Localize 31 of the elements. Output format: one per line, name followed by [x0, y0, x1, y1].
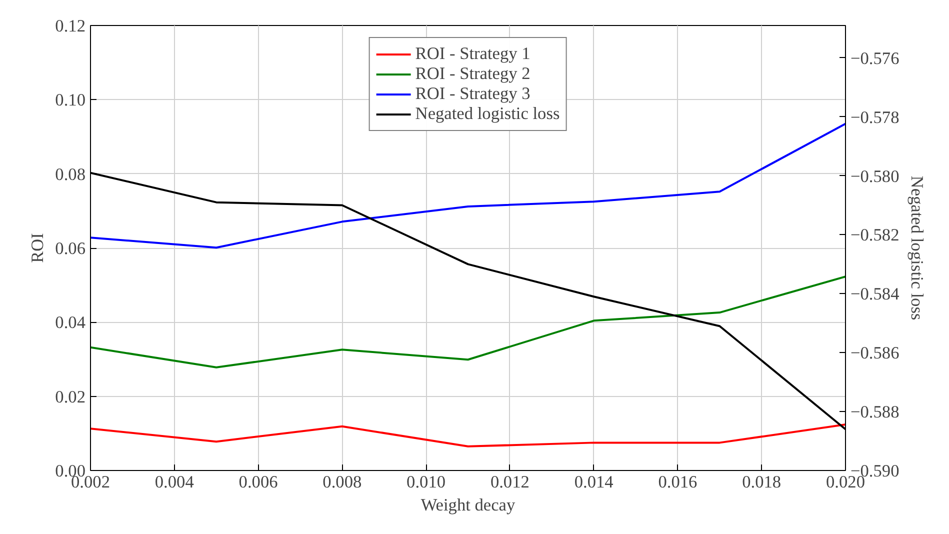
legend-label: Negated logistic loss — [415, 104, 560, 124]
y2-axis-title: Negated logistic loss — [907, 176, 926, 320]
x-tick-label: 0.004 — [154, 472, 194, 492]
y-tick-label: 0.08 — [55, 164, 86, 184]
line-series — [90, 276, 846, 368]
y2-tick-label: −0.576 — [850, 48, 900, 68]
y2-tick-label: −0.586 — [850, 344, 900, 363]
x-tick-label: 0.016 — [658, 472, 698, 492]
y-tick-label: 0.12 — [55, 16, 86, 36]
line-series — [90, 424, 846, 448]
x-tick-label: 0.018 — [742, 472, 782, 492]
legend-label: ROI - Strategy 2 — [415, 64, 530, 84]
x-axis-title: Weight decay — [420, 496, 516, 514]
x-tick-label: 0.012 — [490, 472, 530, 492]
y2-tick-label: −0.582 — [850, 226, 900, 245]
x-tick-label: 0.006 — [238, 472, 278, 492]
y-tick-label: 0.02 — [55, 387, 86, 406]
y-tick-label: 0.04 — [55, 313, 86, 332]
y2-tick-label: −0.584 — [850, 284, 900, 304]
y2-tick-label: −0.580 — [850, 166, 900, 186]
x-tick-label: 0.010 — [406, 472, 446, 492]
legend-label: ROI - Strategy 1 — [415, 44, 530, 64]
y-tick-label: 0.06 — [55, 239, 86, 258]
legend-label: ROI - Strategy 3 — [415, 84, 530, 104]
y2-tick-label: −0.588 — [850, 402, 900, 422]
y-tick-label: 0.10 — [55, 90, 86, 110]
y-axis-title: ROI — [28, 232, 48, 263]
y2-tick-label: −0.578 — [850, 108, 900, 127]
x-tick-label: 0.014 — [574, 472, 614, 492]
line-series — [90, 122, 846, 249]
x-tick-label: 0.008 — [322, 472, 362, 492]
